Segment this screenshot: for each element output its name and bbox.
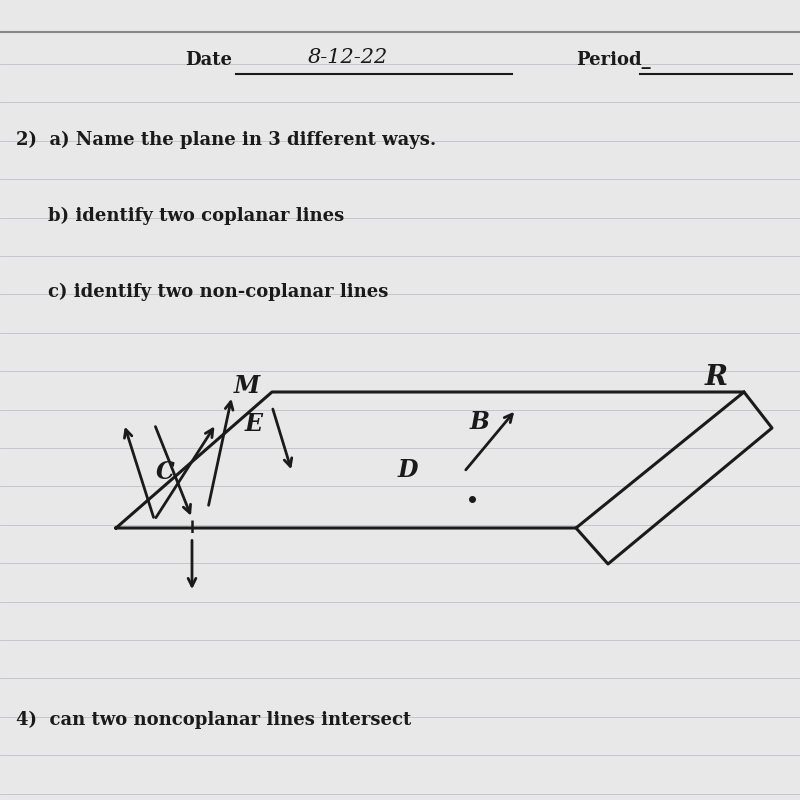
Text: E: E [245,412,262,436]
Text: R: R [705,364,727,391]
Text: 8-12-22: 8-12-22 [308,48,388,67]
Text: 2)  a) Name the plane in 3 different ways.: 2) a) Name the plane in 3 different ways… [16,131,436,149]
Text: B: B [470,410,490,434]
Text: Period_: Period_ [576,51,650,69]
Text: c) identify two non-coplanar lines: c) identify two non-coplanar lines [48,283,388,301]
Text: Date: Date [185,51,232,69]
Text: 4)  can two noncoplanar lines intersect: 4) can two noncoplanar lines intersect [16,711,411,729]
Text: D: D [398,458,418,482]
Text: b) identify two coplanar lines: b) identify two coplanar lines [48,207,344,225]
Text: M: M [234,374,260,398]
Text: C: C [156,460,174,484]
